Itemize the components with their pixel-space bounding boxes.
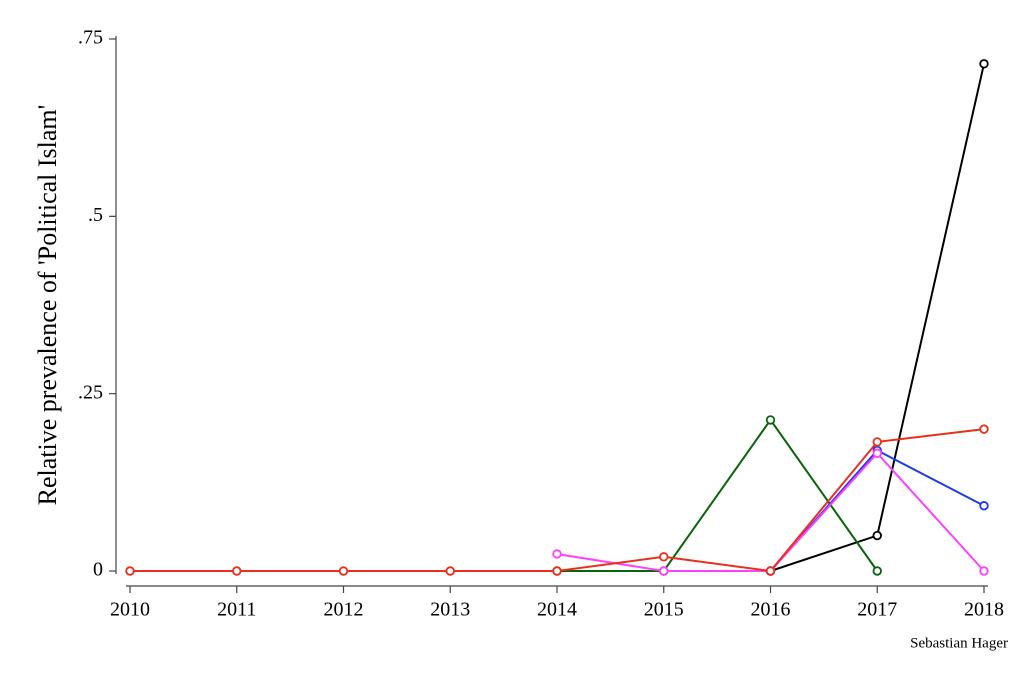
x-tick-label: 2011 [217, 599, 256, 621]
x-tick-label: 2012 [324, 599, 364, 621]
series-marker [872, 566, 882, 576]
series-marker [338, 566, 349, 576]
series-marker [765, 566, 776, 576]
series-marker [765, 415, 776, 425]
y-axis-label: Relative prevalence of 'Political Islam' [33, 105, 62, 506]
series-marker [979, 59, 989, 69]
series-marker [659, 552, 669, 562]
series-marker [445, 566, 455, 576]
series-marker [979, 566, 989, 576]
series-marker [232, 566, 242, 576]
y-tick-label: .75 [78, 27, 103, 49]
x-tick-label: 2017 [857, 599, 897, 621]
series-marker [659, 566, 669, 576]
series-marker [979, 424, 989, 434]
series-marker [872, 530, 882, 541]
series-line [769, 449, 985, 572]
x-tick-label: 2018 [964, 599, 1004, 621]
series-marker [872, 437, 882, 447]
series-line [556, 451, 985, 572]
series-marker [125, 566, 135, 576]
x-tick-label: 2016 [751, 599, 791, 621]
annotation: Sebastian Hager [910, 635, 1008, 651]
y-tick-label: .5 [88, 204, 103, 226]
series-marker [979, 501, 989, 511]
series-marker [872, 448, 882, 458]
series-marker [552, 566, 562, 576]
x-tick-label: 2010 [110, 599, 150, 621]
series-line [770, 63, 985, 572]
x-tick-label: 2013 [430, 599, 470, 621]
x-tick-label: 2014 [537, 599, 577, 621]
y-tick-label: .25 [78, 381, 103, 403]
x-tick-label: 2015 [644, 599, 684, 621]
series-line [557, 418, 879, 572]
y-tick-label: 0 [93, 559, 103, 581]
series-marker [552, 549, 562, 559]
